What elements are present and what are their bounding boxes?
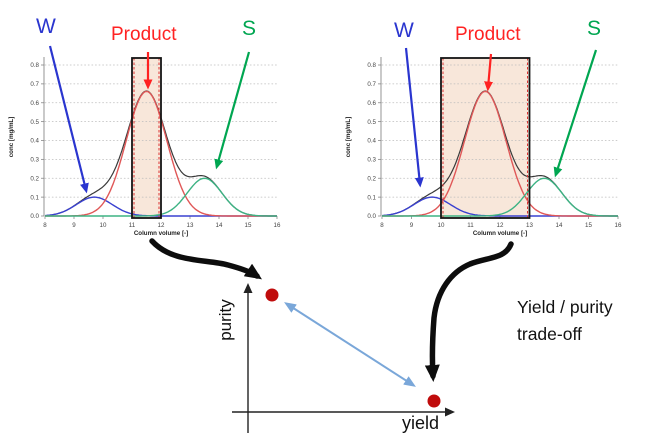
- x-tick-label: 12: [497, 222, 504, 229]
- product-pointer-arrow-right: [484, 53, 494, 92]
- y-tick-label: 0.8: [367, 62, 376, 69]
- tradeoff-axes: [232, 283, 455, 433]
- curve-s: [382, 177, 618, 217]
- y-tick-label: 0.3: [30, 157, 39, 164]
- x-tick-label: 11: [467, 222, 474, 229]
- y-tick-label: 0.0: [30, 213, 39, 220]
- y-tick-label: 0.1: [367, 194, 376, 201]
- y-tick-label: 0.4: [367, 138, 376, 145]
- flow-arrow-wide-to-point: [424, 241, 514, 382]
- x-tick-label: 10: [100, 222, 107, 229]
- chromatogram-wide-window: 0.0 0.1 0.2 0.3 0.4 0.5 0.6 0.7 0.8 8 9 10 11 12 13 14 1…: [345, 57, 622, 237]
- peak-label-product-left: Product: [111, 24, 177, 45]
- tradeoff-point-high-purity: [265, 288, 279, 302]
- w-pointer-arrow-right: [404, 47, 424, 188]
- peak-label-s-right: S: [587, 17, 602, 40]
- x-tick-label: 10: [438, 222, 445, 229]
- s-pointer-arrow-left: [214, 51, 251, 170]
- peak-label-product-right: Product: [455, 24, 521, 45]
- x-tick-label: 13: [187, 222, 194, 229]
- yield-axis-label: yield: [402, 413, 440, 433]
- x-tick-label: 12: [158, 222, 165, 229]
- x-axis-title: Column volume [-]: [134, 230, 188, 237]
- collection-window-fill: [441, 58, 530, 218]
- x-tick-label: 9: [410, 222, 414, 229]
- y-tick-label: 0.1: [30, 194, 39, 201]
- y-tick-label: 0.0: [367, 213, 376, 220]
- y-axis-title: conc [mg/mL]: [8, 117, 15, 158]
- s-pointer-arrow-right: [553, 49, 598, 178]
- collection-window-border: [440, 57, 531, 219]
- y-tick-label: 0.7: [30, 81, 39, 88]
- y-tick-label: 0.2: [30, 175, 39, 182]
- x-tick-label: 9: [72, 222, 76, 229]
- y-axis-title: conc [mg/mL]: [345, 117, 352, 158]
- tradeoff-point-high-yield: [427, 394, 441, 408]
- collection-window-fill: [132, 58, 161, 218]
- collection-window-border: [131, 57, 162, 219]
- x-tick-label: 8: [43, 222, 47, 229]
- curve-product: [382, 90, 618, 217]
- y-tick-label: 0.2: [367, 175, 376, 182]
- tradeoff-annotation-line1: Yield / purity: [517, 297, 613, 317]
- tradeoff-points: [265, 288, 441, 408]
- tradeoff-annotation: Yield / purity trade-off: [517, 294, 613, 348]
- x-tick-label: 16: [615, 222, 622, 229]
- x-axis-title: Column volume [-]: [473, 230, 527, 237]
- x-tick-label: 8: [380, 222, 384, 229]
- peak-label-s-left: S: [242, 17, 257, 40]
- flow-arrow-narrow-to-point: [149, 238, 262, 280]
- tradeoff-double-arrow: [284, 302, 416, 387]
- peak-label-w-right: W: [394, 19, 414, 42]
- tradeoff-annotation-line2: trade-off: [517, 324, 582, 344]
- y-tick-label: 0.4: [30, 138, 39, 145]
- y-tick-label: 0.5: [367, 119, 376, 126]
- purity-axis-label: purity: [216, 299, 235, 341]
- w-pointer-arrow-left: [48, 45, 89, 194]
- x-tick-label: 15: [585, 222, 592, 229]
- x-tick-label: 15: [245, 222, 252, 229]
- x-tick-label: 14: [216, 222, 223, 229]
- y-tick-label: 0.5: [30, 119, 39, 126]
- y-tick-label: 0.8: [30, 62, 39, 69]
- peak-label-arrows: [48, 45, 598, 194]
- y-tick-label: 0.6: [367, 100, 376, 107]
- x-tick-label: 13: [526, 222, 533, 229]
- y-tick-label: 0.3: [367, 157, 376, 164]
- y-tick-label: 0.7: [367, 81, 376, 88]
- x-tick-label: 16: [274, 222, 281, 229]
- x-tick-label: 14: [556, 222, 563, 229]
- y-tick-label: 0.6: [30, 100, 39, 107]
- peak-label-w-left: W: [36, 15, 56, 38]
- x-tick-label: 11: [129, 222, 136, 229]
